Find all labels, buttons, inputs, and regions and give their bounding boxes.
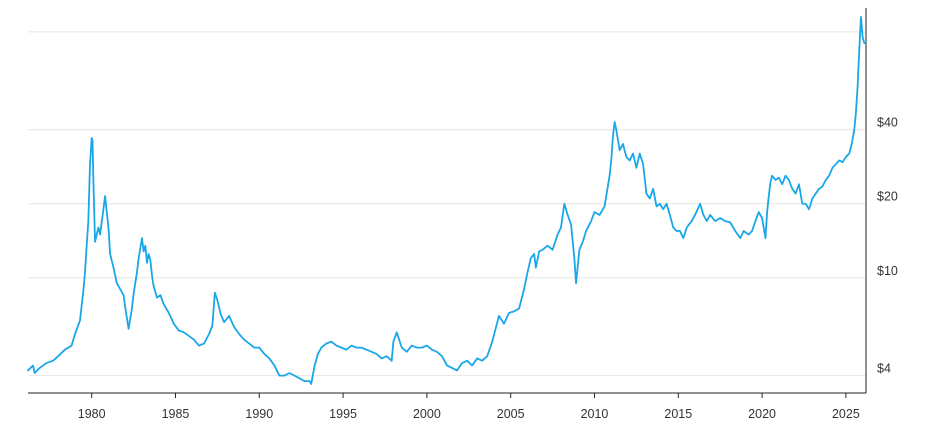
x-tick-label-2020: 2020	[748, 407, 776, 421]
x-tick-label-2025: 2025	[832, 407, 860, 421]
axes	[28, 8, 867, 398]
series-line-0	[27, 16, 866, 385]
x-tick-label-1990: 1990	[245, 407, 273, 421]
y-tick-label-20: $20	[877, 190, 898, 204]
x-tick-label-1995: 1995	[329, 407, 357, 421]
x-tick-label-1985: 1985	[162, 407, 190, 421]
tick-labels: 1980 1985 1990 1995 2000 2005 2010 2015 2020 2025…	[78, 116, 898, 421]
y-tick-label-4: $4	[877, 362, 891, 376]
y-tick-label-40: $40	[877, 116, 898, 130]
y-tick-label-10: $10	[877, 264, 898, 278]
x-tick-label-2000: 2000	[413, 407, 441, 421]
x-tick-label-2010: 2010	[581, 407, 609, 421]
series-layer	[27, 16, 866, 385]
x-tick-label-2005: 2005	[497, 407, 525, 421]
gridlines	[28, 31, 866, 377]
x-tick-label-2015: 2015	[664, 407, 692, 421]
x-tick-label-1980: 1980	[78, 407, 106, 421]
